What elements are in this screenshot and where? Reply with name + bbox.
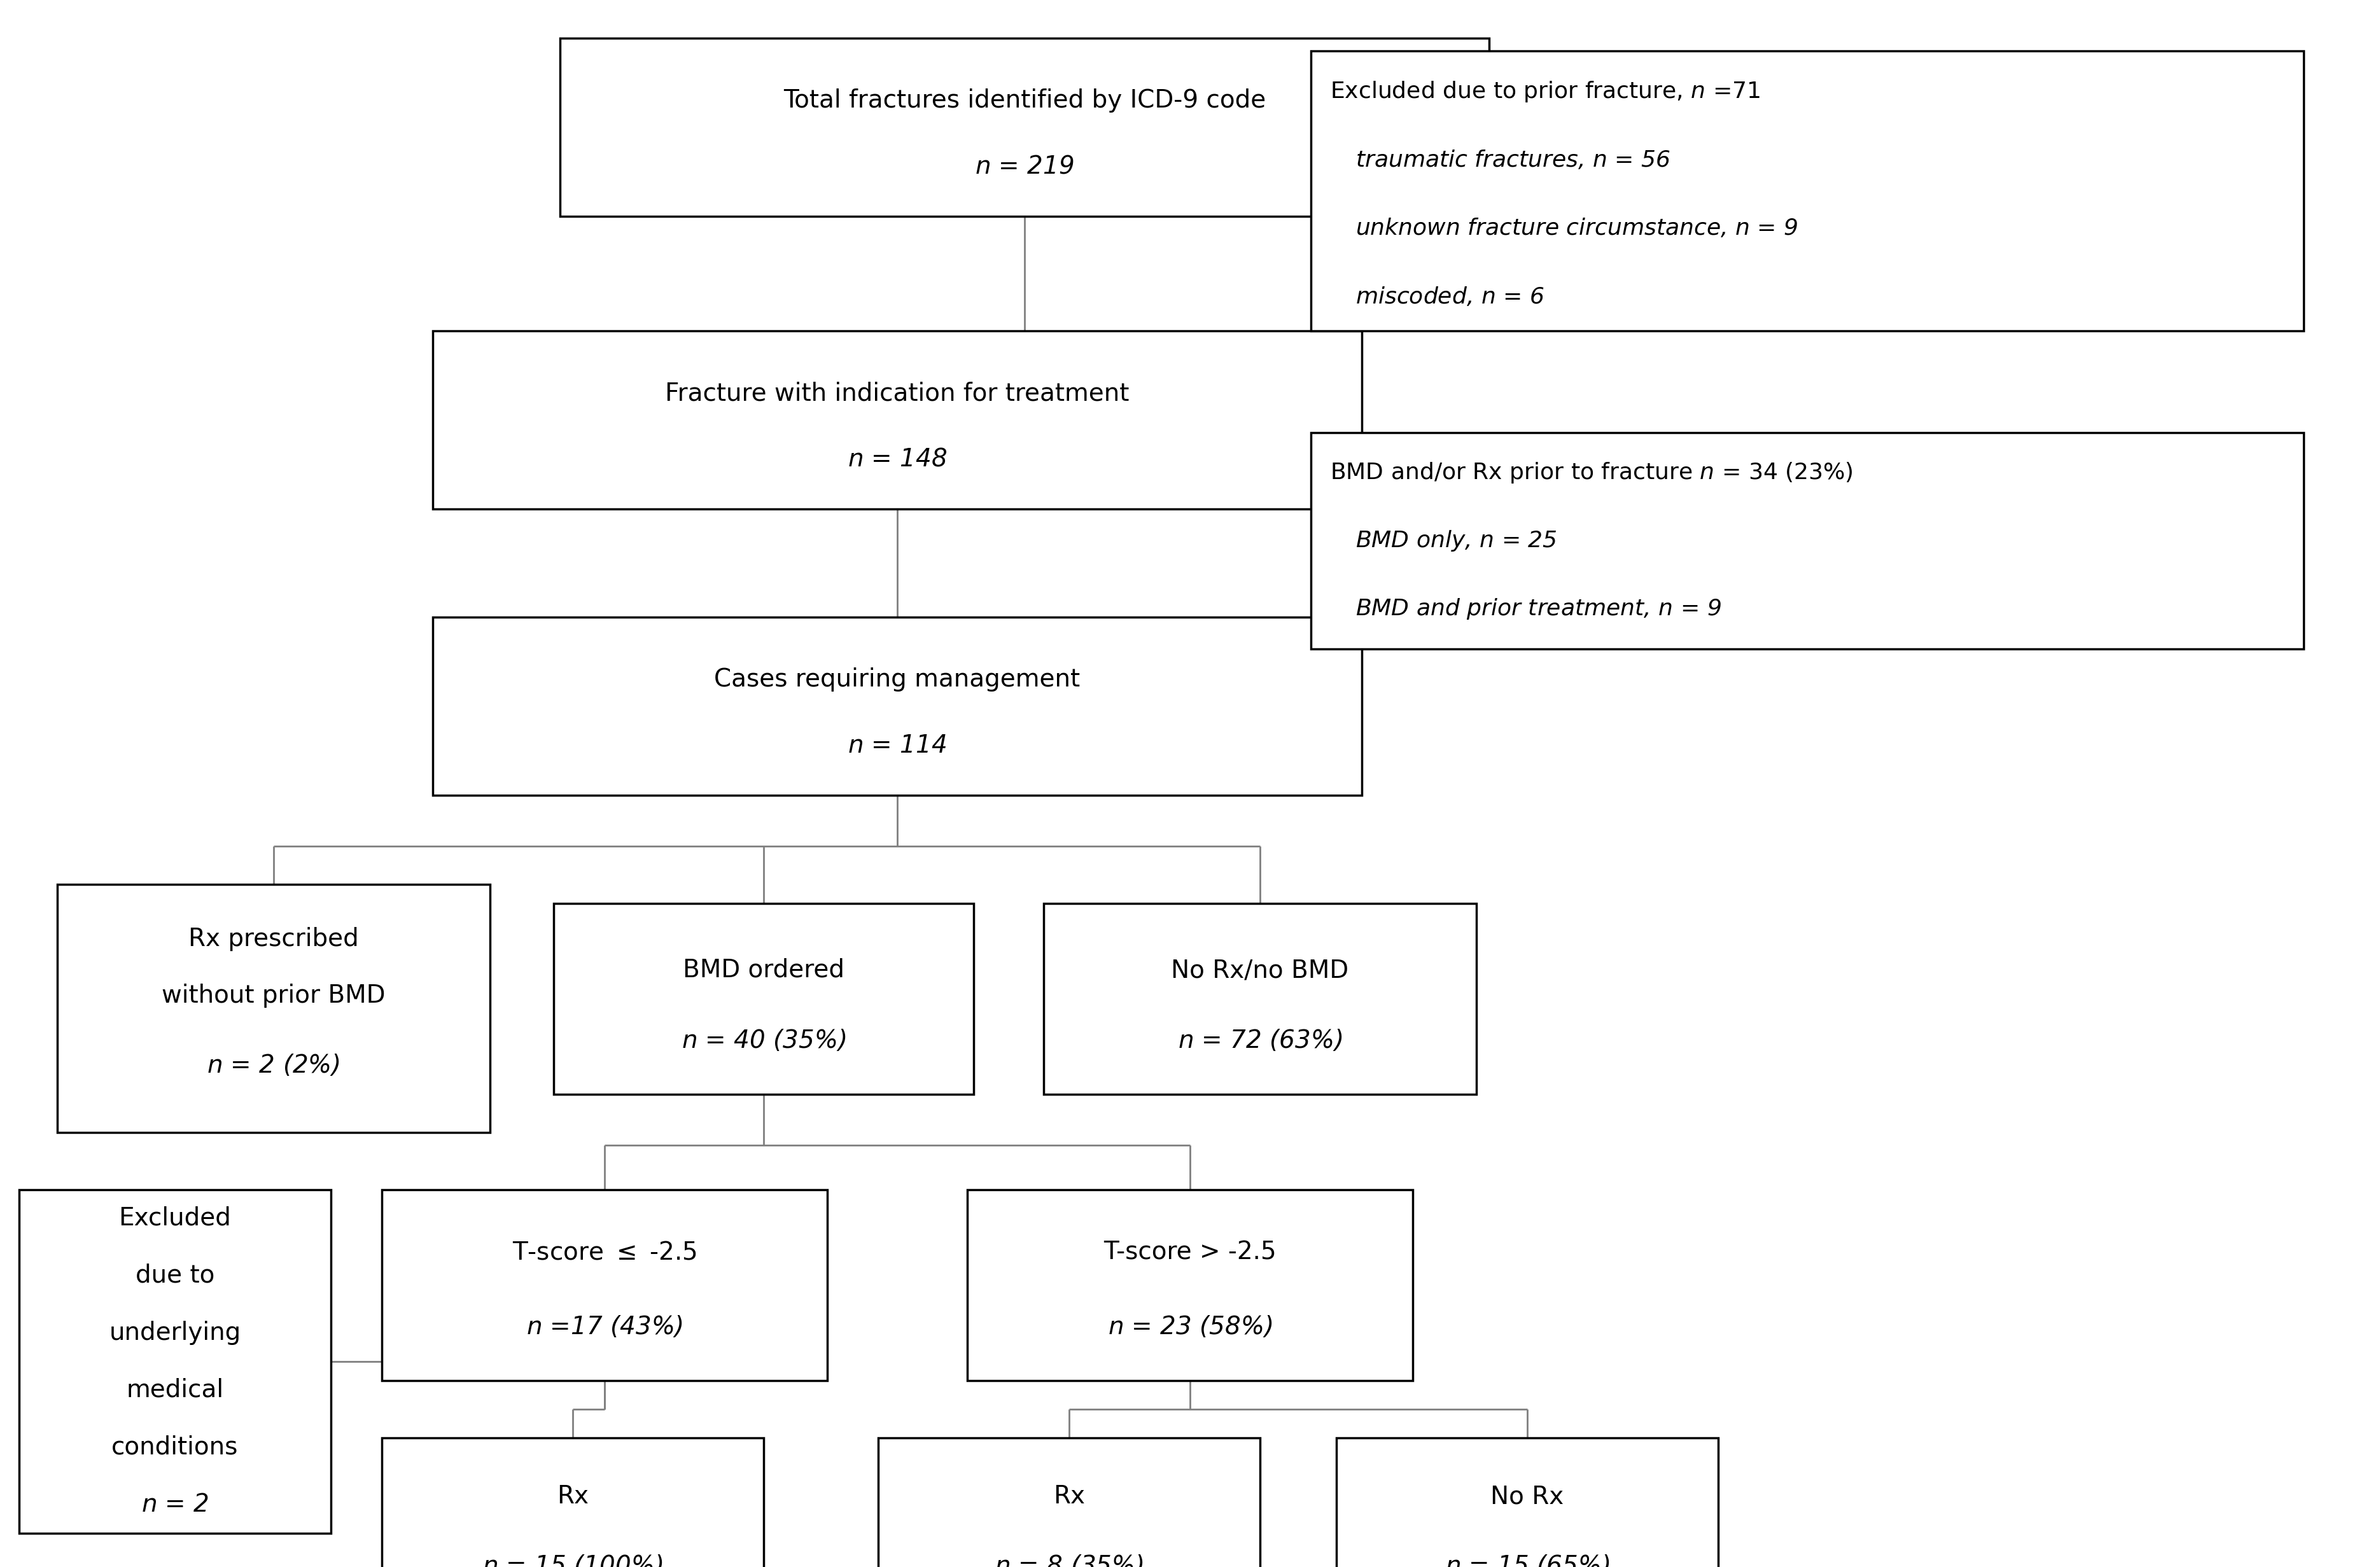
FancyBboxPatch shape [1311, 432, 2304, 649]
Text: $n$ = 8 (35%): $n$ = 8 (35%) [995, 1554, 1142, 1567]
Text: $n$ = 40 (35%): $n$ = 40 (35%) [681, 1028, 845, 1053]
Text: Fracture with indication for treatment: Fracture with indication for treatment [664, 381, 1128, 406]
Text: No Rx: No Rx [1490, 1484, 1564, 1509]
FancyBboxPatch shape [559, 38, 1490, 216]
FancyBboxPatch shape [966, 1189, 1411, 1381]
Text: Excluded due to prior fracture, $n$ =71: Excluded due to prior fracture, $n$ =71 [1330, 80, 1759, 103]
Text: traumatic fractures, $n$ = 56: traumatic fractures, $n$ = 56 [1354, 149, 1671, 171]
Text: BMD only, $n$ = 25: BMD only, $n$ = 25 [1354, 528, 1557, 553]
Text: Rx: Rx [1052, 1484, 1085, 1509]
Text: T-score > -2.5: T-score > -2.5 [1104, 1241, 1276, 1265]
Text: medical: medical [126, 1377, 224, 1402]
FancyBboxPatch shape [433, 617, 1361, 796]
Text: $n$ = 15 (65%): $n$ = 15 (65%) [1445, 1554, 1609, 1567]
FancyBboxPatch shape [57, 884, 490, 1133]
Text: conditions: conditions [112, 1435, 238, 1459]
Text: T-score $\leq$ -2.5: T-score $\leq$ -2.5 [512, 1241, 697, 1265]
FancyBboxPatch shape [1042, 904, 1476, 1094]
Text: Total fractures identified by ICD-9 code: Total fractures identified by ICD-9 code [783, 88, 1266, 113]
Text: $n$ = 2 (2%): $n$ = 2 (2%) [207, 1053, 340, 1078]
Text: $n$ = 219: $n$ = 219 [976, 154, 1073, 179]
Text: without prior BMD: without prior BMD [162, 984, 386, 1008]
Text: BMD and/or Rx prior to fracture $n$ = 34 (23%): BMD and/or Rx prior to fracture $n$ = 34… [1330, 461, 1852, 484]
FancyBboxPatch shape [1311, 50, 2304, 331]
Text: Cases requiring management: Cases requiring management [714, 668, 1081, 691]
Text: miscoded, $n$ = 6: miscoded, $n$ = 6 [1354, 285, 1545, 307]
FancyBboxPatch shape [19, 1189, 331, 1533]
FancyBboxPatch shape [878, 1439, 1259, 1567]
Text: $n$ = 148: $n$ = 148 [847, 447, 947, 472]
Text: $n$ = 23 (58%): $n$ = 23 (58%) [1107, 1315, 1271, 1340]
Text: $n$ =17 (43%): $n$ =17 (43%) [526, 1315, 683, 1340]
Text: $n$ = 114: $n$ = 114 [847, 733, 947, 757]
Text: Excluded: Excluded [119, 1207, 231, 1230]
FancyBboxPatch shape [433, 331, 1361, 509]
Text: unknown fracture circumstance, $n$ = 9: unknown fracture circumstance, $n$ = 9 [1354, 218, 1797, 240]
FancyBboxPatch shape [381, 1189, 828, 1381]
Text: $n$ = 15 (100%): $n$ = 15 (100%) [483, 1554, 662, 1567]
Text: $n$ = 72 (63%): $n$ = 72 (63%) [1178, 1028, 1342, 1053]
FancyBboxPatch shape [381, 1439, 764, 1567]
Text: Rx: Rx [557, 1484, 588, 1509]
Text: due to: due to [136, 1263, 214, 1288]
Text: Rx prescribed: Rx prescribed [188, 926, 359, 951]
Text: BMD and prior treatment, $n$ = 9: BMD and prior treatment, $n$ = 9 [1354, 597, 1721, 621]
Text: underlying: underlying [109, 1321, 240, 1344]
Text: $n$ = 2: $n$ = 2 [140, 1492, 209, 1517]
Text: No Rx/no BMD: No Rx/no BMD [1171, 957, 1349, 983]
FancyBboxPatch shape [555, 904, 973, 1094]
Text: BMD ordered: BMD ordered [683, 957, 845, 983]
FancyBboxPatch shape [1335, 1439, 1718, 1567]
